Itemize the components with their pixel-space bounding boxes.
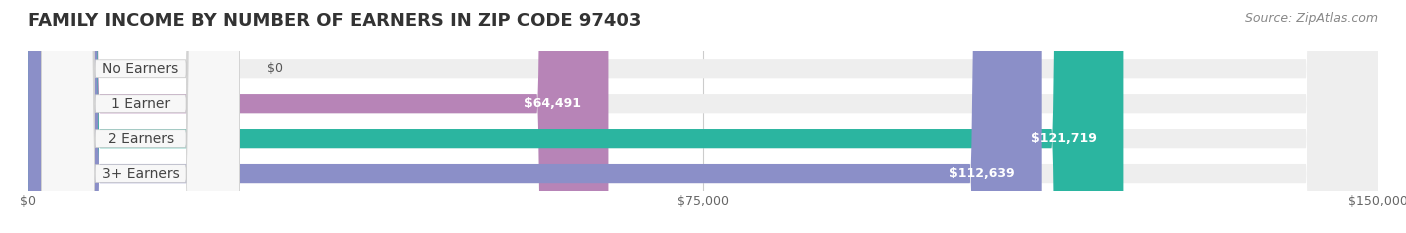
FancyBboxPatch shape (28, 0, 1378, 233)
FancyBboxPatch shape (28, 0, 1123, 233)
Text: FAMILY INCOME BY NUMBER OF EARNERS IN ZIP CODE 97403: FAMILY INCOME BY NUMBER OF EARNERS IN ZI… (28, 12, 641, 30)
FancyBboxPatch shape (42, 0, 239, 233)
Text: $112,639: $112,639 (949, 167, 1015, 180)
FancyBboxPatch shape (28, 0, 1042, 233)
Text: 1 Earner: 1 Earner (111, 97, 170, 111)
FancyBboxPatch shape (28, 0, 1378, 233)
Text: $121,719: $121,719 (1031, 132, 1097, 145)
Text: No Earners: No Earners (103, 62, 179, 76)
Text: 3+ Earners: 3+ Earners (101, 167, 180, 181)
FancyBboxPatch shape (28, 0, 609, 233)
Text: $64,491: $64,491 (524, 97, 582, 110)
FancyBboxPatch shape (42, 0, 239, 233)
Text: 2 Earners: 2 Earners (107, 132, 174, 146)
FancyBboxPatch shape (28, 0, 1378, 233)
FancyBboxPatch shape (28, 0, 1378, 233)
FancyBboxPatch shape (42, 0, 239, 233)
FancyBboxPatch shape (42, 0, 239, 233)
Text: $0: $0 (267, 62, 283, 75)
Text: Source: ZipAtlas.com: Source: ZipAtlas.com (1244, 12, 1378, 25)
